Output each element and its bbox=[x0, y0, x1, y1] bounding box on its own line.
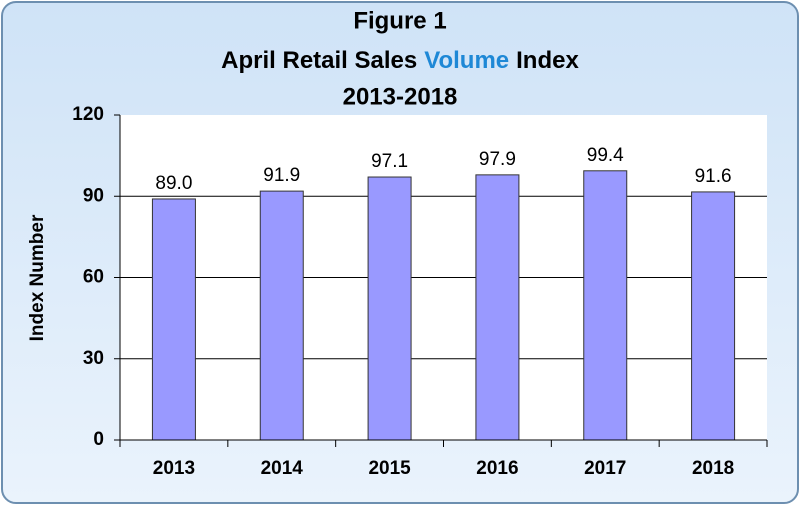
y-tick-label: 30 bbox=[83, 348, 104, 369]
y-axis-label: Index Number bbox=[27, 214, 48, 341]
bar bbox=[691, 191, 736, 441]
bar bbox=[583, 170, 628, 441]
value-label: 91.9 bbox=[263, 165, 300, 186]
x-tick-label: 2013 bbox=[153, 458, 195, 479]
y-tick-label: 0 bbox=[93, 429, 104, 450]
bar bbox=[475, 174, 520, 441]
title-part: April Retail Sales bbox=[221, 47, 417, 74]
y-tick-label: 120 bbox=[72, 104, 104, 125]
x-tick-label: 2018 bbox=[692, 458, 734, 479]
bar bbox=[151, 198, 196, 441]
chart-title: April Retail Sales Volume Index bbox=[221, 47, 579, 74]
chart-title: 2013-2018 bbox=[343, 83, 458, 110]
value-label: 99.4 bbox=[587, 145, 624, 166]
x-tick-label: 2017 bbox=[584, 458, 626, 479]
value-label: 89.0 bbox=[155, 173, 192, 194]
y-tick-label: 60 bbox=[83, 267, 104, 288]
bar bbox=[367, 176, 412, 441]
chart-title: Figure 1 bbox=[353, 7, 446, 34]
value-label: 97.9 bbox=[479, 149, 516, 170]
y-tick-label: 90 bbox=[83, 185, 104, 206]
title-highlight: Volume bbox=[424, 47, 509, 74]
x-tick-label: 2016 bbox=[476, 458, 518, 479]
bar bbox=[259, 190, 304, 441]
x-tick-label: 2015 bbox=[368, 458, 411, 479]
value-label: 91.6 bbox=[695, 166, 732, 187]
title-part: Index bbox=[516, 47, 579, 74]
x-tick-label: 2014 bbox=[261, 458, 304, 479]
value-label: 97.1 bbox=[371, 151, 408, 172]
